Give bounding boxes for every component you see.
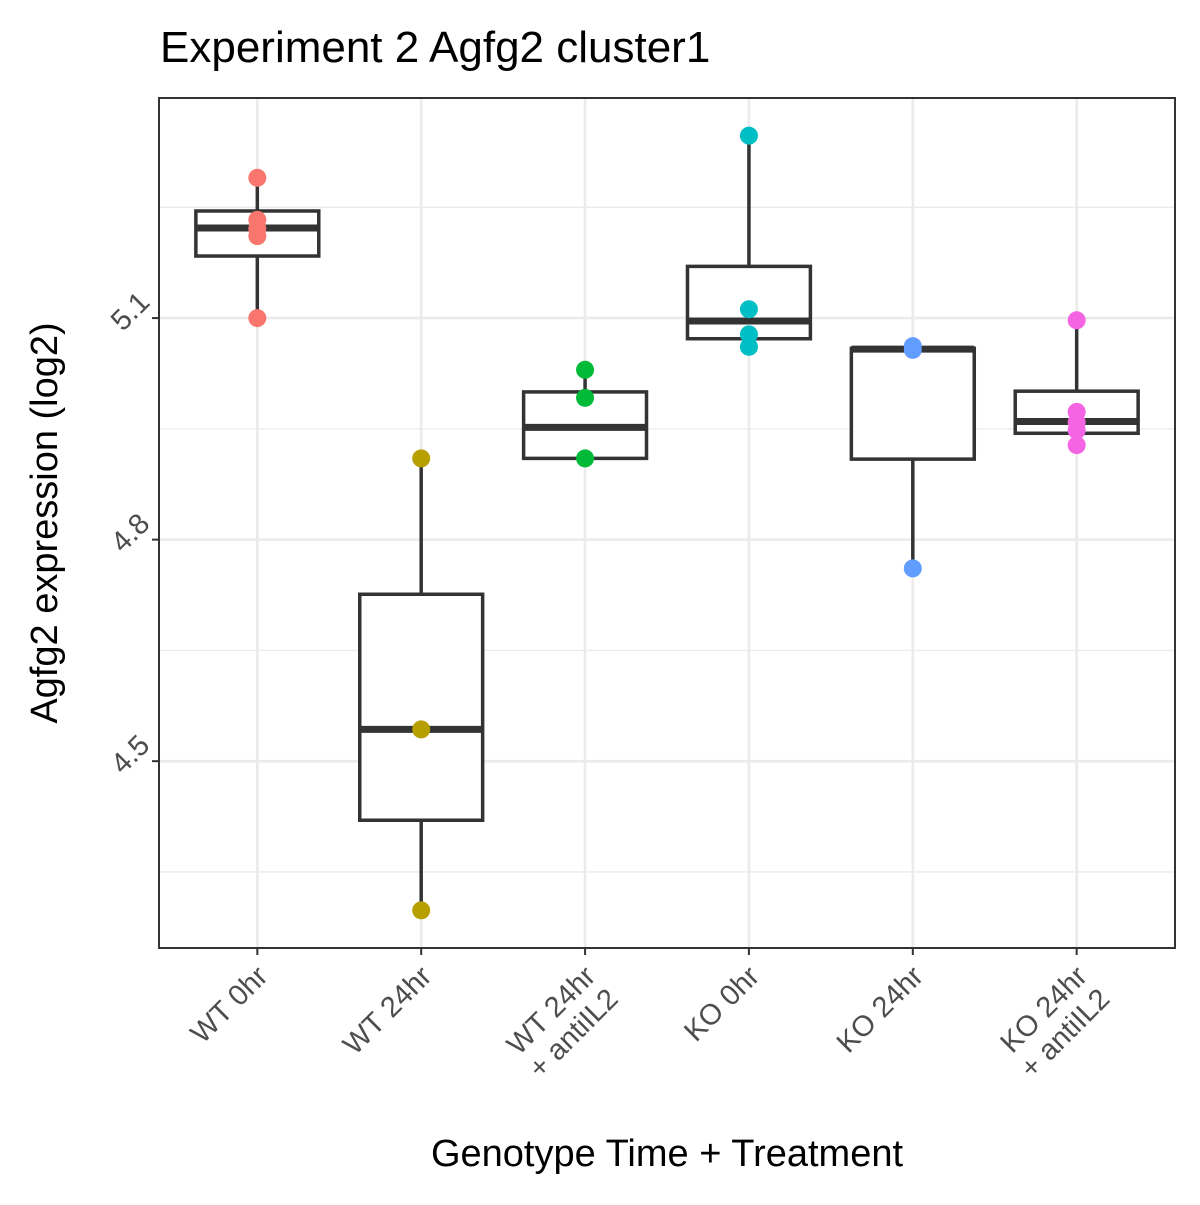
point	[739, 300, 758, 319]
chart-title: Experiment 2 Agfg2 cluster1	[160, 23, 710, 72]
point	[1067, 421, 1086, 440]
point	[412, 901, 431, 920]
point	[739, 325, 758, 344]
point	[739, 337, 758, 356]
x-axis-label: Genotype Time + Treatment	[431, 1133, 904, 1175]
point	[739, 126, 758, 145]
point	[903, 559, 922, 578]
point	[412, 449, 431, 468]
point	[903, 340, 922, 359]
point	[248, 168, 267, 187]
point	[412, 720, 431, 739]
point	[248, 309, 267, 328]
point	[576, 449, 595, 468]
box	[357, 592, 485, 822]
point	[576, 360, 595, 379]
point	[576, 388, 595, 407]
y-axis-label: Agfg2 expression (log2)	[24, 322, 66, 723]
point	[248, 227, 267, 246]
box	[849, 346, 977, 461]
panel-border	[158, 97, 1176, 949]
point	[1067, 311, 1086, 330]
point	[1067, 436, 1086, 455]
